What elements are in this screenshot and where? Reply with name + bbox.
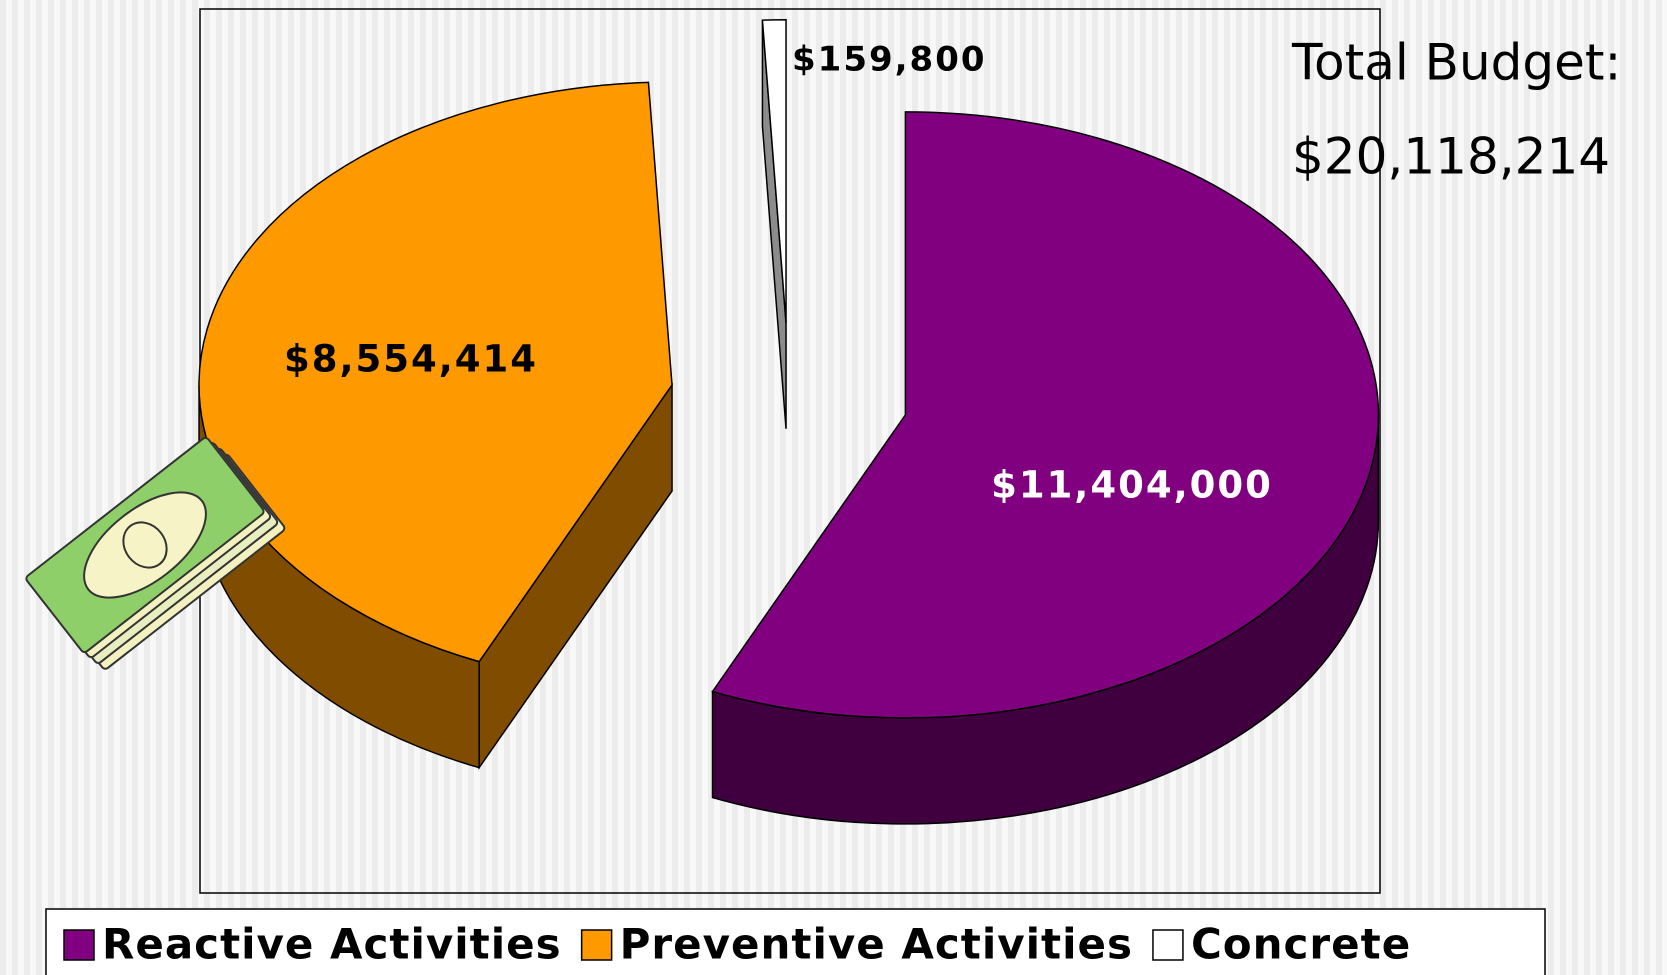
value-label: $159,800 <box>792 40 987 80</box>
total-value: $20,118,214 <box>1292 128 1610 186</box>
bill-center <box>83 491 207 599</box>
legend-swatch <box>580 929 613 961</box>
value-labels: $11,404,000 $8,554,414 $159,800 <box>284 40 1273 507</box>
bill-portrait <box>122 521 168 569</box>
legend: Reactive Activities Preventive Activities… <box>63 920 1411 969</box>
pie <box>198 19 1380 825</box>
slice <box>761 19 787 323</box>
legend-box <box>45 908 1546 975</box>
money-icon <box>25 436 286 670</box>
legend-label: Preventive Activities <box>620 920 1133 969</box>
total-label: Total Budget: <box>1291 34 1621 92</box>
legend-label: Concrete <box>1191 920 1411 969</box>
value-label: $8,554,414 <box>284 338 538 381</box>
slice <box>198 81 673 663</box>
value-label: $11,404,000 <box>991 464 1273 507</box>
legend-swatch <box>63 929 95 961</box>
legend-label: Reactive Activities <box>102 920 562 969</box>
legend-swatch <box>1152 929 1184 961</box>
slice <box>711 111 1380 719</box>
